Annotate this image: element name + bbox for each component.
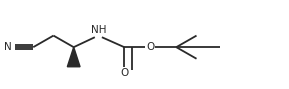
Text: NH: NH — [90, 25, 106, 35]
Text: O: O — [120, 68, 128, 78]
Text: O: O — [146, 42, 154, 52]
Text: N: N — [4, 42, 12, 52]
Polygon shape — [67, 47, 80, 67]
